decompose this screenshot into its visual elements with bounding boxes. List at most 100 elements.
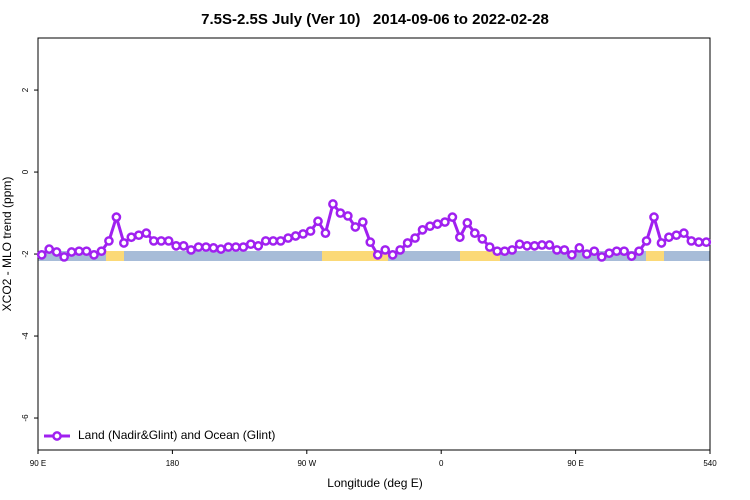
point [201,242,211,252]
point [365,237,376,248]
point [402,238,413,248]
point [186,245,196,255]
point [275,236,286,246]
point [141,228,152,238]
point [268,236,279,246]
point [253,240,264,251]
point [387,250,398,260]
point [544,240,555,250]
point [74,246,84,257]
point [372,250,383,260]
point [425,221,435,232]
point [36,250,47,260]
point [649,212,659,222]
point [522,240,532,251]
point [619,246,629,257]
point [193,242,204,252]
x-tick-label: 90 W [297,459,316,468]
series-line [40,200,707,259]
point [51,247,62,257]
chart-title: 7.5S-2.5S July (Ver 10) 2014-09-06 to 20… [201,11,549,28]
point [447,212,458,222]
point [567,250,577,260]
point [664,232,674,243]
point [611,246,622,257]
point [559,245,570,255]
y-tick-label: -4 [21,332,30,340]
point [335,208,346,218]
point [552,245,562,255]
x-tick-label: 540 [703,459,717,468]
point [178,240,189,251]
point [245,239,256,250]
point [119,238,129,248]
point [156,236,167,246]
y-tick-label: -2 [21,250,30,258]
point [656,238,667,248]
point [357,217,368,227]
x-tick-label: 180 [166,459,180,468]
point [89,250,99,260]
x-axis-label: Longitude (deg E) [327,476,422,490]
point [350,222,361,232]
point [484,242,495,252]
point [59,252,69,262]
point [343,211,353,221]
y-tick-label: 2 [21,87,30,92]
point [380,245,391,255]
point [671,230,682,241]
point [469,228,480,238]
point [104,236,114,246]
point [96,246,107,257]
legend-label: Land (Nadir&Glint) and Ocean (Glint) [78,428,275,442]
point [693,237,704,248]
x-tick-label: 90 E [567,459,583,468]
point [417,225,428,235]
point [462,218,473,228]
point [126,232,137,243]
point [589,246,600,257]
point [216,244,226,254]
point [537,240,547,250]
point [581,249,592,259]
point [507,245,517,255]
point [529,240,540,251]
point [305,226,316,236]
point [432,219,443,229]
point [604,248,615,259]
point [410,233,420,243]
point [440,217,450,227]
legend-marker [52,431,62,441]
x-tick-label: 0 [439,459,444,468]
point [634,246,644,257]
point [81,246,92,257]
y-tick-label: -6 [21,414,30,422]
point [679,228,689,238]
point [238,242,249,252]
point [596,252,607,262]
point [313,216,323,227]
x-tick-label: 90 E [30,459,46,468]
point [223,242,234,252]
point [290,231,301,241]
point [163,236,174,246]
point [231,242,241,252]
point [320,228,331,238]
point [111,212,122,222]
point [133,230,144,241]
point [148,236,159,246]
point [574,243,585,253]
point [171,240,181,251]
y-axis-label: XCO2 - MLO trend (ppm) [0,177,14,312]
point [492,246,503,257]
point [208,243,219,253]
point [499,246,510,257]
point [626,251,637,261]
point [514,239,525,250]
point [66,247,77,257]
point [283,233,293,243]
point [455,232,465,243]
point [477,234,488,244]
point [701,237,712,248]
